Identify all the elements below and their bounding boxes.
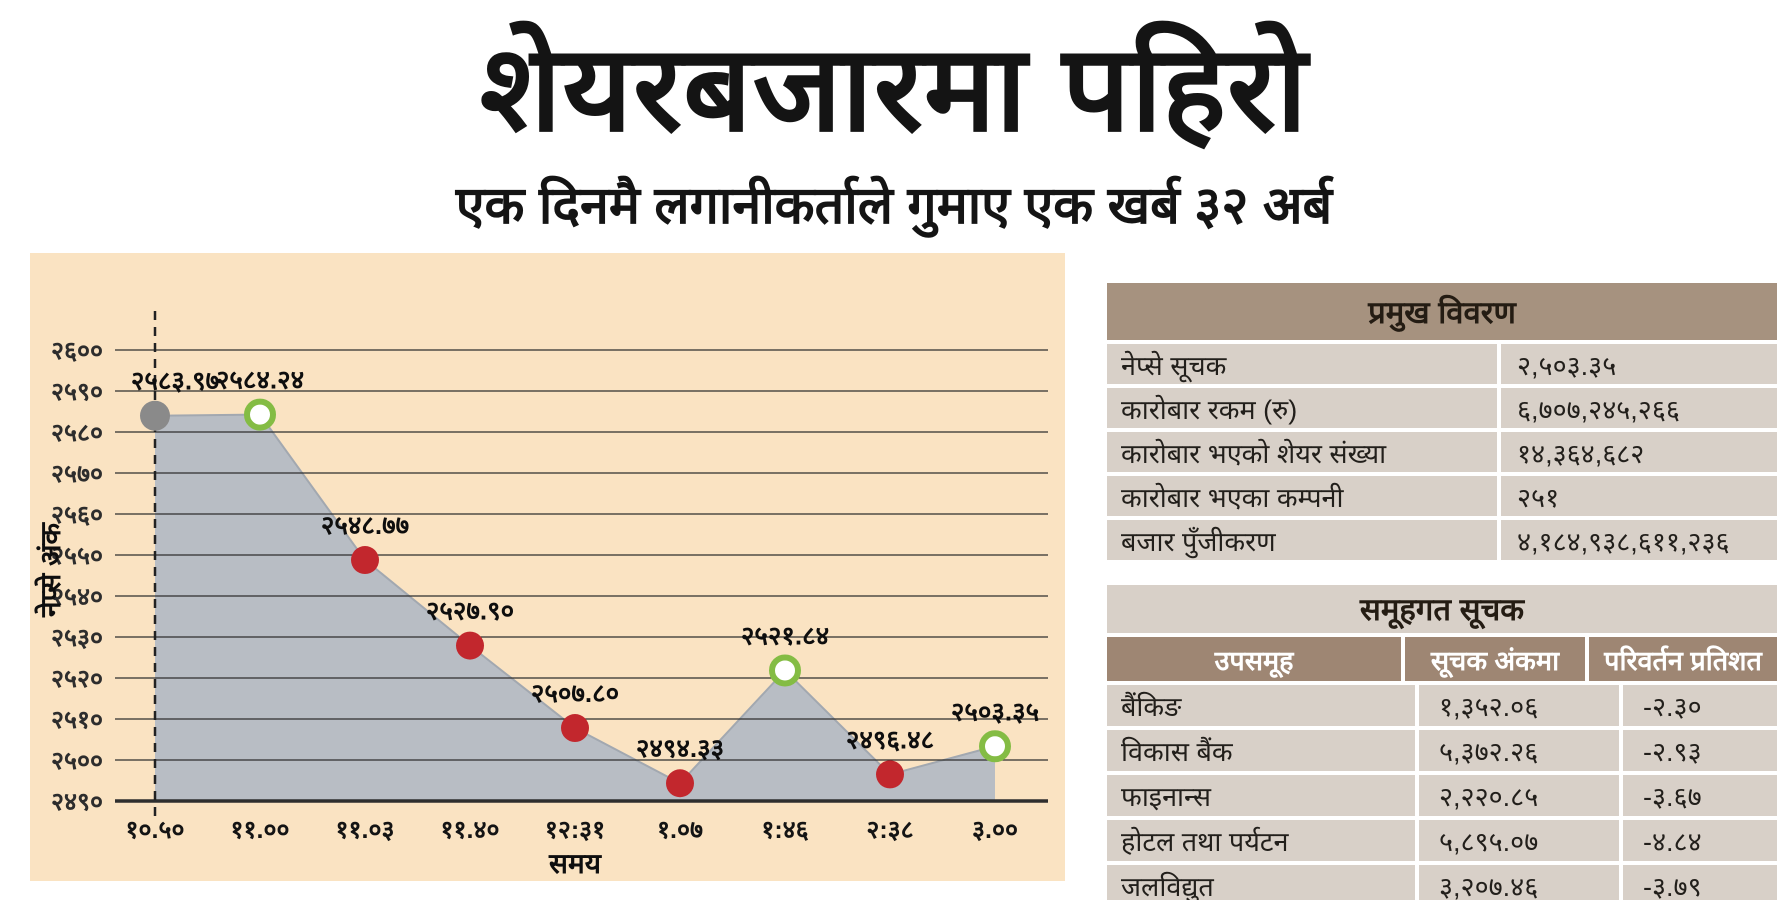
subgroup-change: -३.७९: [1623, 865, 1777, 900]
key-details-title: प्रमुख विवरण: [1107, 283, 1777, 340]
data-point-red: [456, 631, 484, 660]
nepse-intraday-chart: २६०० २५९० २५८० २५७० २५६० २५५० २५४० २५३० २५२० २५१०…: [30, 253, 1065, 881]
y-tick-label: २५७०: [51, 460, 103, 488]
subgroup-name: बैंकिङ: [1107, 685, 1415, 726]
data-point-green: [244, 398, 276, 431]
area-fill: [155, 414, 995, 801]
point-value-label: २५८३.९७: [131, 366, 219, 396]
subgroup-change: -४.८४: [1623, 820, 1777, 861]
x-tick-label: १०.५०: [126, 816, 185, 844]
point-value-label: २४९४.३३: [636, 733, 724, 763]
column-header-row: उपसमूह सूचक अंकमा परिवर्तन प्रतिशत: [1107, 637, 1777, 681]
page-title: शेयरबजारमा पहिरो: [479, 22, 1309, 156]
table-row: कारोबार भएको शेयर संख्या १४,३६४,६८२: [1107, 432, 1777, 472]
nepse-chart-svg: २६०० २५९० २५८० २५७० २५६० २५५० २५४० २५३० २५२० २५१०…: [34, 311, 1048, 879]
subgroup-name: फाइनान्स: [1107, 775, 1415, 816]
x-tick-label: ११.००: [231, 816, 290, 844]
row-label: बजार पुँजीकरण: [1107, 520, 1497, 560]
point-value-label: २५२७.९०: [426, 596, 514, 626]
column-header: परिवर्तन प्रतिशत: [1589, 637, 1777, 681]
column-header: उपसमूह: [1107, 637, 1401, 681]
x-tick-label: १२:३१: [545, 816, 605, 844]
point-value-label: २५४८.७७: [321, 510, 409, 540]
table-row: बैंकिङ १,३५२.०६ -२.३०: [1107, 685, 1777, 726]
page-subtitle: एक दिनमै लगानीकर्ताले गुमाए एक खर्ब ३२ अ…: [455, 177, 1333, 236]
row-label: कारोबार रकम (रु): [1107, 388, 1497, 428]
row-value: १४,३६४,६८२: [1501, 432, 1777, 472]
key-details-table: प्रमुख विवरण नेप्से सूचक २,५०३.३५ कारोबा…: [1107, 283, 1777, 560]
y-tick-label: २५९०: [51, 378, 103, 406]
subgroup-name: जलविद्युत: [1107, 865, 1415, 900]
table-row: होटल तथा पर्यटन ५,८९५.०७ -४.८४: [1107, 820, 1777, 861]
point-value-label: २५०३.३५: [951, 696, 1039, 726]
data-point-green: [769, 654, 801, 687]
y-tick-label: २५२०: [51, 665, 103, 693]
y-tick-label: २५८०: [51, 419, 103, 447]
subgroup-index: ५,८९५.०७: [1419, 820, 1619, 861]
data-point-red: [666, 769, 694, 798]
row-label: कारोबार भएको शेयर संख्या: [1107, 432, 1497, 472]
x-tick-label: २:३८: [866, 816, 913, 844]
subgroup-change: -२.३०: [1623, 685, 1777, 726]
subgroup-index: २,२२०.८५: [1419, 775, 1619, 816]
x-tick-label: ११.०३: [336, 816, 395, 844]
subgroup-change: -२.९३: [1623, 730, 1777, 771]
y-tick-label: २५००: [51, 747, 103, 775]
point-value-label: २५०७.८०: [531, 678, 619, 708]
y-tick-label: २५३०: [51, 624, 103, 652]
subgroup-index: ३,२०७.४६: [1419, 865, 1619, 900]
column-header: सूचक अंकमा: [1405, 637, 1585, 681]
data-point-red: [561, 714, 589, 743]
data-point-red: [876, 760, 904, 789]
data-point-red: [351, 546, 379, 575]
data-point-green: [979, 730, 1011, 763]
subgroup-name: विकास बैंक: [1107, 730, 1415, 771]
x-tick-label: १.०७: [657, 816, 703, 844]
row-value: ६,७०७,२४५,२६६: [1501, 388, 1777, 428]
row-value: ४,१८४,९३८,६११,२३६: [1501, 520, 1777, 560]
table-row: बजार पुँजीकरण ४,१८४,९३८,६११,२३६: [1107, 520, 1777, 560]
data-point-gray: [140, 400, 170, 431]
y-axis-title: नेप्से अंक: [34, 522, 66, 618]
y-tick-label: २६००: [51, 337, 103, 365]
y-tick-label: २५४०: [51, 583, 103, 611]
y-tick-label: २४९०: [51, 788, 103, 816]
y-tick-label: २५५०: [51, 542, 103, 570]
x-tick-label: ११.४०: [441, 816, 500, 844]
table-row: जलविद्युत ३,२०७.४६ -३.७९: [1107, 865, 1777, 900]
row-label: कारोबार भएका कम्पनी: [1107, 476, 1497, 516]
group-index-title: समूहगत सूचक: [1107, 585, 1777, 633]
row-label: नेप्से सूचक: [1107, 344, 1497, 384]
x-axis-title: समय: [548, 848, 603, 879]
point-value-label: २५२१.८४: [741, 620, 829, 650]
row-value: २,५०३.३५: [1501, 344, 1777, 384]
point-value-label: २५८४.२४: [216, 365, 304, 395]
table-row: कारोबार रकम (रु) ६,७०७,२४५,२६६: [1107, 388, 1777, 428]
table-row: फाइनान्स २,२२०.८५ -३.६७: [1107, 775, 1777, 816]
point-value-label: २४९६.४८: [846, 724, 934, 754]
header: शेयरबजारमा पहिरो एक दिनमै लगानीकर्ताले ग…: [0, 10, 1788, 239]
group-index-table: समूहगत सूचक उपसमूह सूचक अंकमा परिवर्तन प…: [1107, 585, 1777, 900]
y-tick-label: २५६०: [51, 501, 103, 529]
subgroup-index: ५,३७२.२६: [1419, 730, 1619, 771]
table-row: कारोबार भएका कम्पनी २५१: [1107, 476, 1777, 516]
table-row: नेप्से सूचक २,५०३.३५: [1107, 344, 1777, 384]
subgroup-change: -३.६७: [1623, 775, 1777, 816]
x-tick-label: ३.००: [972, 816, 1018, 844]
subgroup-name: होटल तथा पर्यटन: [1107, 820, 1415, 861]
x-tick-label: १:४६: [761, 816, 808, 844]
y-tick-label: २५१०: [51, 706, 103, 734]
row-value: २५१: [1501, 476, 1777, 516]
table-row: विकास बैंक ५,३७२.२६ -२.९३: [1107, 730, 1777, 771]
subgroup-index: १,३५२.०६: [1419, 685, 1619, 726]
